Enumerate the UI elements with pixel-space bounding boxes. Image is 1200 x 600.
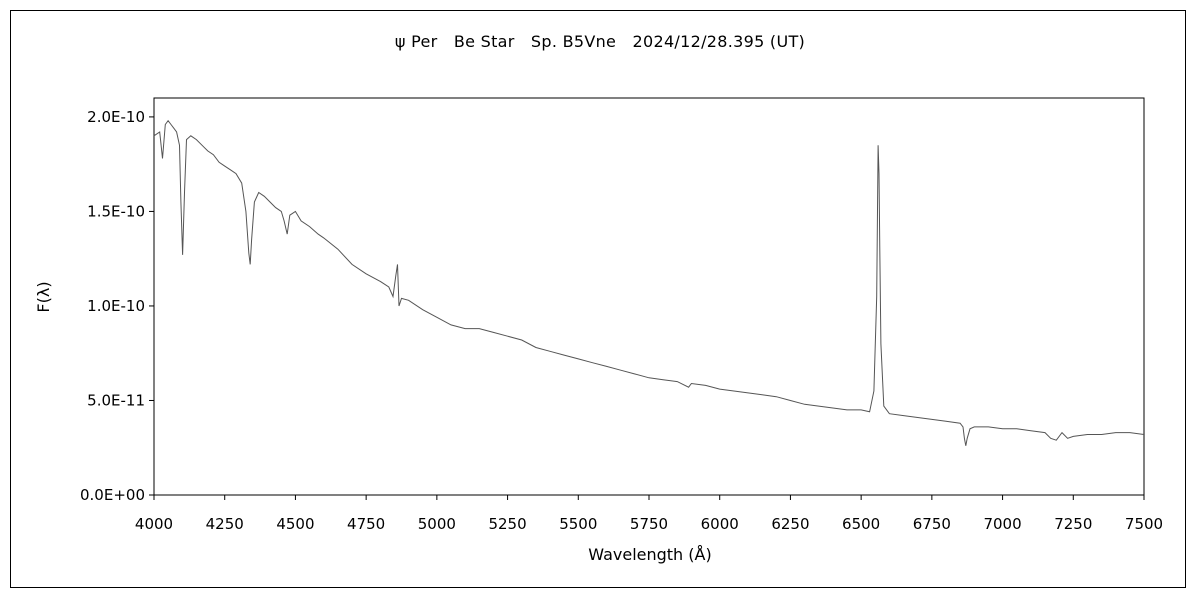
y-tick-label: 5.0E-11 — [87, 391, 145, 409]
x-tick-label: 7250 — [1054, 515, 1092, 533]
plot-area — [153, 97, 1145, 496]
x-tick-label: 6250 — [771, 515, 809, 533]
y-axis-title: F(λ) — [34, 281, 53, 312]
x-tick-label: 6000 — [701, 515, 739, 533]
x-tick-label: 5250 — [488, 515, 526, 533]
y-tick-label: 1.0E-10 — [87, 297, 145, 315]
x-tick-label: 5000 — [418, 515, 456, 533]
x-tick-label: 5500 — [559, 515, 597, 533]
y-tick-label: 1.5E-10 — [87, 202, 145, 220]
y-tick-label: 2.0E-10 — [87, 108, 145, 126]
x-tick-label: 7000 — [983, 515, 1021, 533]
x-tick-label: 7500 — [1125, 515, 1163, 533]
y-axis: 0.0E+00 5.0E-11 1.0E-10 1.5E-10 2.0E-10 — [80, 108, 154, 504]
spectrum-line — [153, 119, 1145, 446]
x-tick-label: 5750 — [630, 515, 668, 533]
x-tick-label: 4250 — [206, 515, 244, 533]
x-tick-label: 4000 — [135, 515, 173, 533]
chart-title: ψ Per Be Star Sp. B5Vne 2024/12/28.395 (… — [394, 32, 806, 51]
y-tick-label: 0.0E+00 — [80, 486, 145, 504]
x-tick-label: 6750 — [913, 515, 951, 533]
x-axis: 4000 4250 4500 4750 5000 5250 5500 5750 6000 6250… — [135, 495, 1163, 533]
x-tick-label: 4500 — [276, 515, 314, 533]
x-tick-label: 4750 — [347, 515, 385, 533]
x-axis-title: Wavelength (Å) — [588, 545, 711, 564]
x-tick-label: 6500 — [842, 515, 880, 533]
